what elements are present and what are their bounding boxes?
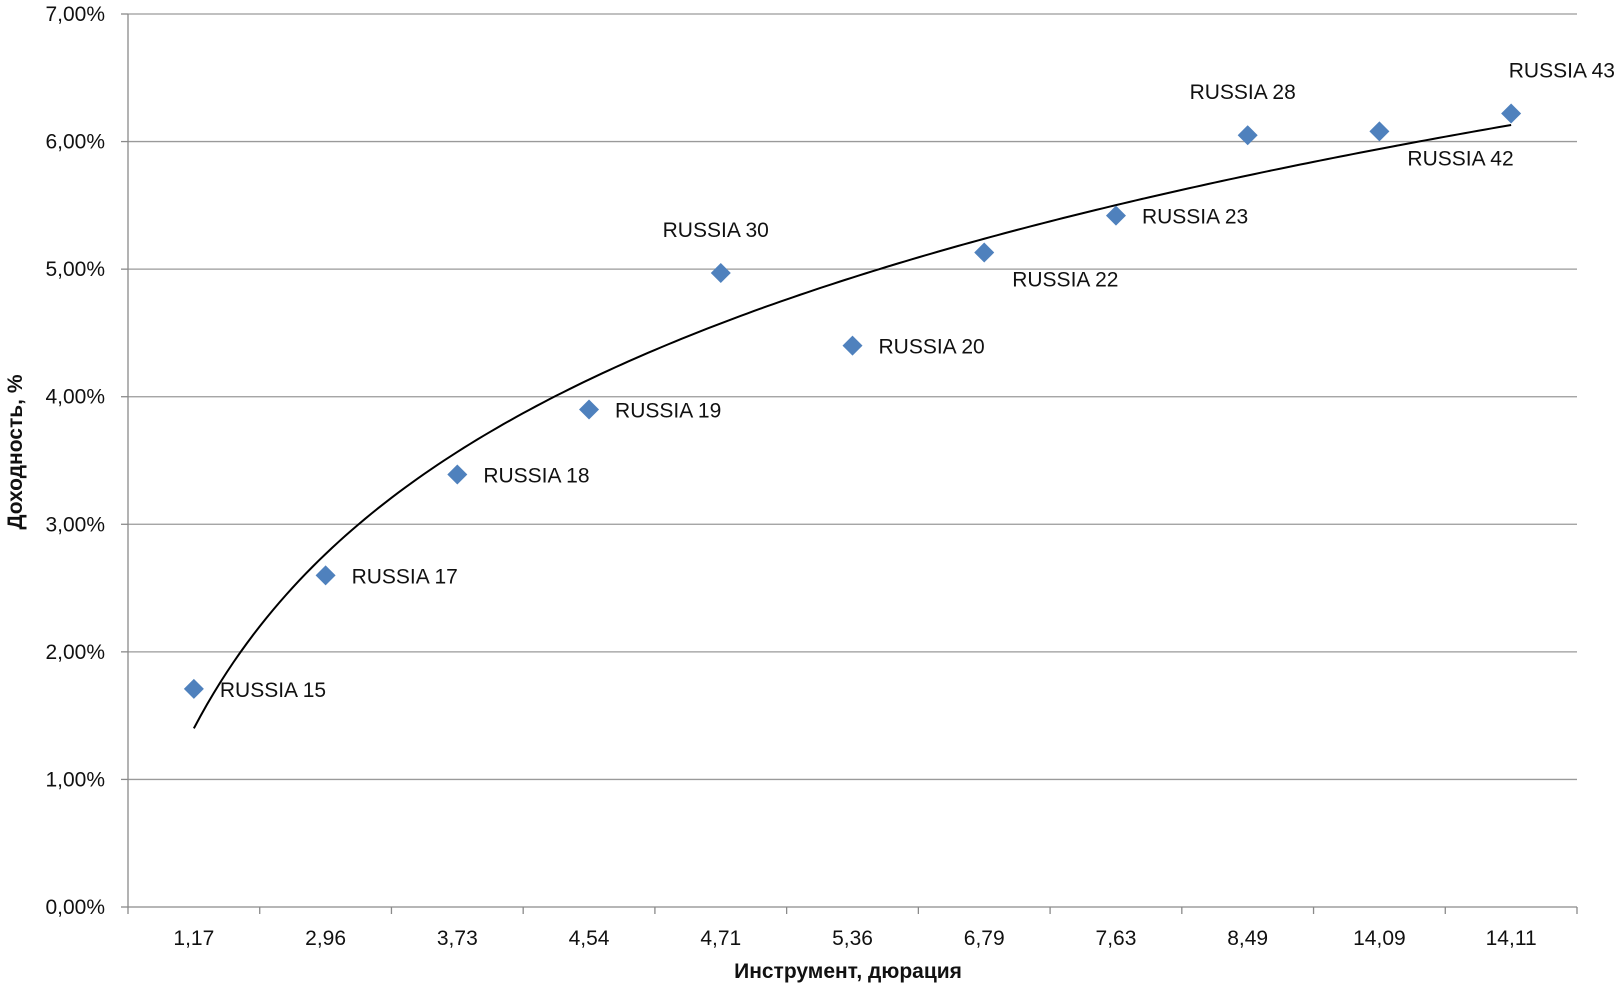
x-tick-label: 4,71	[700, 927, 741, 950]
y-tick-label: 0,00%	[45, 896, 105, 919]
point-label: RUSSIA 18	[483, 465, 589, 488]
gridlines	[128, 13, 1577, 781]
trendline	[192, 124, 1512, 729]
y-tick-label: 6,00%	[45, 131, 105, 154]
y-tick-label: 4,00%	[45, 386, 105, 409]
x-tick-label: 5,36	[832, 927, 873, 950]
data-point	[183, 678, 204, 699]
point-label: RUSSIA 20	[879, 336, 985, 359]
point-labels: RUSSIA 15 RUSSIA 17 RUSSIA 18 RUSSIA 19 RUSS…	[220, 60, 1615, 702]
y-tick-label: 5,00%	[45, 258, 105, 281]
y-axis: 0,00% 1,00% 2,00% 3,00% 4,00% 5,00% 6,00% 7,00%	[45, 3, 129, 919]
y-axis-title: Доходность, %	[4, 374, 27, 529]
data-point	[1501, 103, 1522, 124]
point-label: RUSSIA 28	[1190, 81, 1296, 104]
trendline-group	[192, 124, 1512, 729]
y-tick-label: 2,00%	[45, 641, 105, 664]
data-point	[315, 565, 336, 586]
point-label: RUSSIA 42	[1407, 147, 1513, 170]
x-tick-label: 7,63	[1096, 927, 1137, 950]
x-tick-label: 1,17	[173, 927, 214, 950]
data-point	[842, 335, 863, 356]
x-tick-label: 14,11	[1486, 927, 1537, 950]
x-tick-label: 4,54	[569, 927, 610, 950]
point-label: RUSSIA 23	[1142, 206, 1248, 229]
point-label: RUSSIA 43	[1509, 60, 1615, 83]
x-tick-label: 14,09	[1353, 927, 1406, 950]
x-axis-title: Инструмент, дюрация	[734, 960, 962, 983]
point-label: RUSSIA 30	[663, 219, 769, 242]
x-tick-label: 3,73	[437, 927, 478, 950]
point-label: RUSSIA 17	[352, 565, 458, 588]
data-point	[1369, 121, 1390, 142]
y-tick-label: 7,00%	[45, 3, 105, 26]
x-tick-label: 8,49	[1227, 927, 1268, 950]
data-point	[1105, 205, 1126, 226]
x-axis: 1,17 2,96 3,73 4,54 4,71 5,36 6,79 7,63 8,49 14,0…	[127, 906, 1578, 950]
point-label: RUSSIA 15	[220, 679, 326, 702]
data-point	[974, 242, 995, 263]
data-points	[183, 103, 1522, 699]
x-tick-label: 6,79	[964, 927, 1005, 950]
point-label: RUSSIA 22	[1012, 269, 1118, 292]
data-point	[579, 399, 600, 420]
data-point	[710, 262, 731, 283]
data-point	[1237, 125, 1258, 146]
point-label: RUSSIA 19	[615, 399, 721, 422]
y-tick-label: 1,00%	[45, 768, 105, 791]
x-tick-label: 2,96	[305, 927, 346, 950]
data-point	[447, 464, 468, 485]
y-tick-label: 3,00%	[45, 513, 105, 536]
